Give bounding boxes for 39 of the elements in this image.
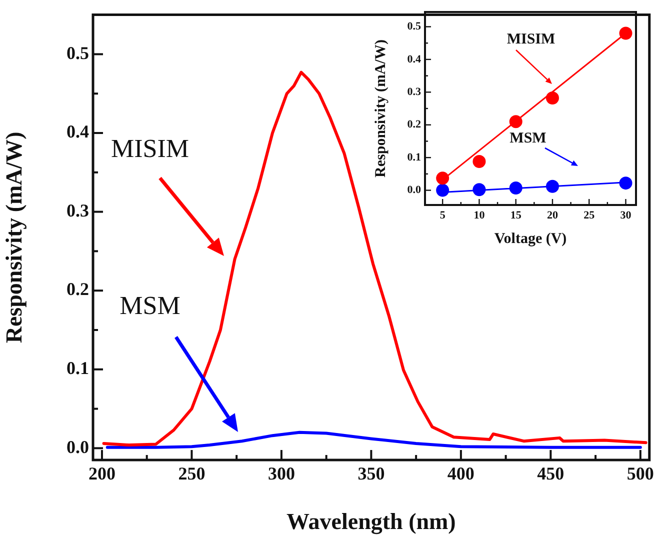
x-tick-label: 30 — [620, 209, 632, 222]
y-tick-label: 0.4 — [407, 53, 422, 66]
annotation: MISIM — [506, 32, 556, 48]
point — [436, 184, 450, 197]
x-tick-label: 500 — [626, 463, 654, 484]
x-tick-label: 25 — [584, 209, 596, 222]
x-tick-label: 20 — [546, 209, 558, 222]
point — [546, 92, 559, 105]
x-tick-label: 350 — [358, 463, 385, 484]
y-tick-label: 0.2 — [66, 279, 89, 300]
x-tick-label: 5 — [440, 209, 446, 222]
y-tick-label: 0.0 — [407, 184, 422, 196]
y-axis-title: Responsivity (mA/W) — [372, 40, 389, 178]
x-tick-label: 250 — [178, 463, 206, 484]
y-tick-label: 0.1 — [66, 358, 89, 378]
point — [619, 26, 632, 40]
point — [436, 172, 450, 185]
y-tick-label: 0.3 — [407, 86, 422, 98]
y-tick-label: 0.3 — [66, 200, 89, 220]
x-tick-label: 300 — [268, 463, 295, 484]
x-axis-title: Voltage (V) — [494, 230, 567, 247]
y-tick-label: 0.4 — [66, 122, 89, 142]
y-axis-title: Responsivity (mA/W) — [2, 132, 27, 344]
y-tick-label: 0.5 — [407, 20, 422, 33]
annotation: MISIM — [110, 134, 190, 164]
x-axis-title: Wavelength (nm) — [286, 509, 456, 536]
point — [619, 176, 632, 190]
y-tick-label: 0.2 — [407, 118, 422, 131]
annotation: MSM — [120, 291, 180, 321]
point — [472, 154, 486, 168]
x-tick-label: 15 — [510, 209, 522, 222]
y-tick-label: 0.5 — [66, 42, 89, 63]
y-tick-label: 0.0 — [66, 436, 89, 457]
x-tick-label: 10 — [474, 209, 486, 222]
x-tick-label: 400 — [447, 463, 474, 484]
x-tick-label: 450 — [537, 463, 564, 484]
x-tick-label: 200 — [88, 463, 116, 484]
annotation: MSM — [510, 130, 546, 148]
y-tick-label: 0.1 — [407, 151, 421, 164]
